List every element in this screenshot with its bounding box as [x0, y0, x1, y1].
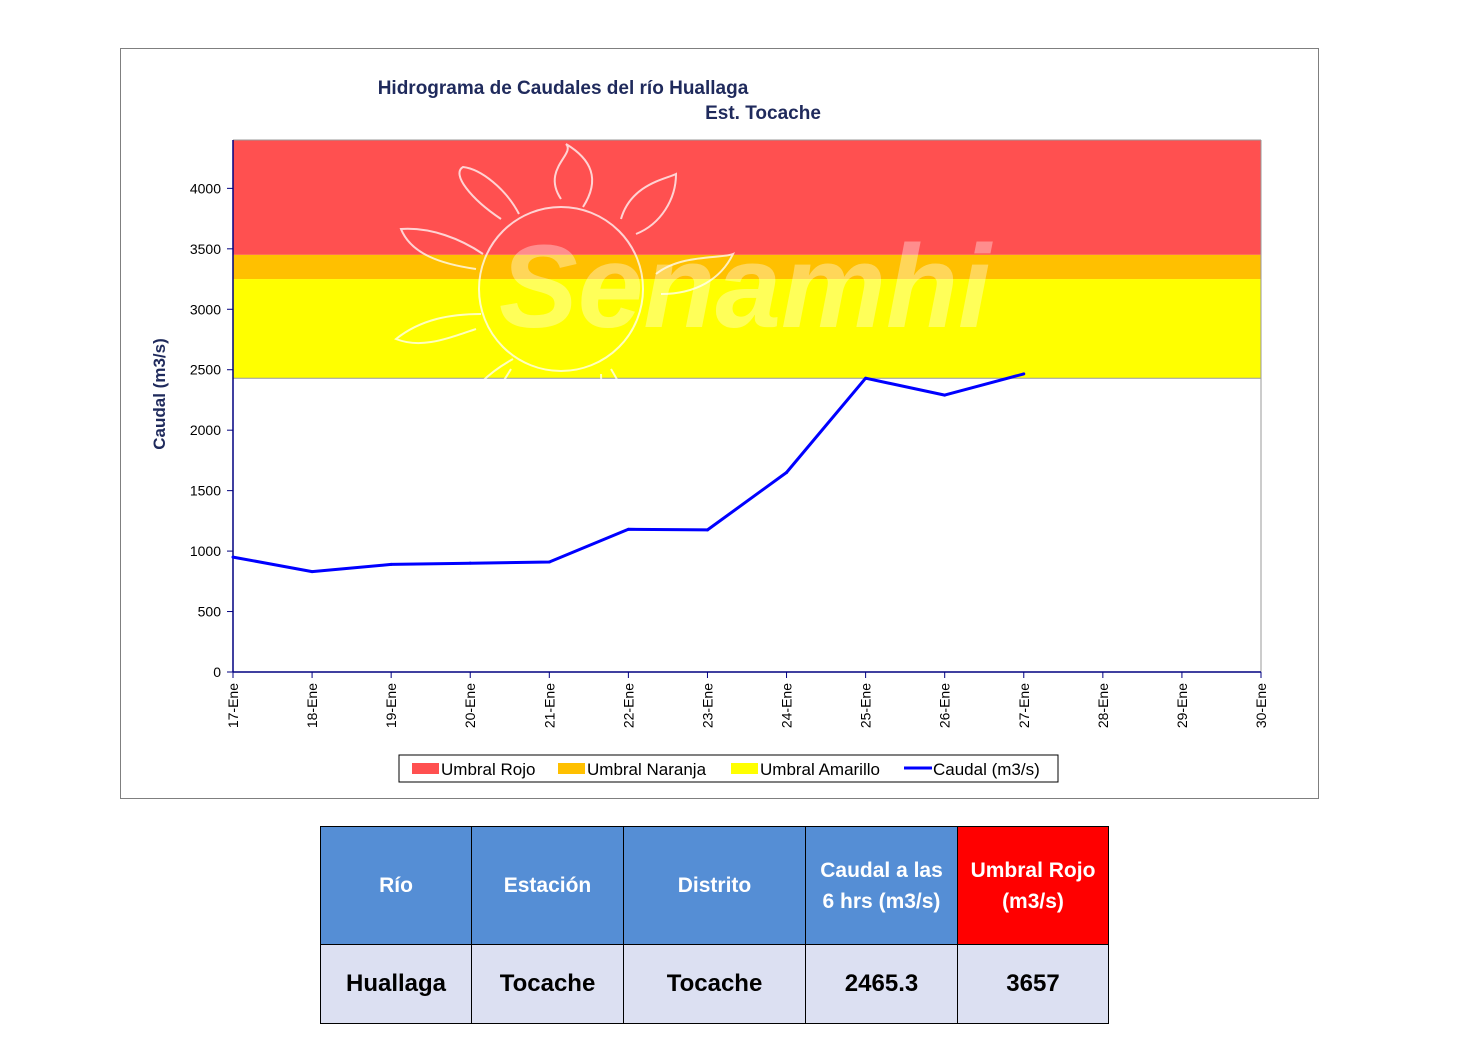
x-tick-label: 28-Ene — [1095, 683, 1111, 728]
x-tick-label: 20-Ene — [462, 683, 478, 728]
y-tick-label: 3500 — [190, 241, 221, 257]
y-tick-label: 1000 — [190, 543, 221, 559]
y-tick-label: 0 — [213, 664, 221, 680]
y-axis-label: Caudal (m3/s) — [150, 338, 169, 449]
x-tick-label: 17-Ene — [225, 683, 241, 728]
legend-swatch-umbral-rojo — [412, 763, 439, 774]
y-tick-label: 2000 — [190, 422, 221, 438]
data-point — [626, 527, 630, 531]
data-point — [310, 570, 314, 574]
chart-frame: Hidrograma de Caudales del río Huallaga … — [120, 48, 1319, 799]
band-umbral-naranja — [233, 254, 1261, 280]
senamhi-watermark: Senamhi — [394, 143, 993, 436]
x-tick-label: 22-Ene — [620, 683, 636, 728]
data-point — [864, 376, 868, 380]
cell-caudal: 2465.3 — [805, 944, 958, 1024]
legend-label-umbral-naranja: Umbral Naranja — [587, 760, 707, 779]
y-tick-label: 2500 — [190, 362, 221, 378]
hydrograph-chart: Hidrograma de Caudales del río Huallaga … — [150, 78, 1269, 783]
chart-subtitle: Est. Tocache — [705, 103, 821, 124]
x-tick-label: 21-Ene — [541, 683, 557, 728]
data-point — [943, 393, 947, 397]
table-header-row: Río Estación Distrito Caudal a las 6 hrs… — [320, 826, 1109, 945]
y-tick-label: 4000 — [190, 180, 221, 196]
y-tick-label: 500 — [198, 604, 222, 620]
x-tick-label: 18-Ene — [304, 683, 320, 728]
threshold-bands — [233, 139, 1262, 672]
header-rio: Río — [320, 826, 472, 945]
header-distrito: Distrito — [623, 826, 806, 945]
header-caudal: Caudal a las 6 hrs (m3/s) — [805, 826, 958, 945]
series — [231, 372, 1026, 574]
header-umbral-rojo: Umbral Rojo (m3/s) — [957, 826, 1109, 945]
legend-swatch-umbral-amarillo — [731, 763, 758, 774]
header-estacion: Estación — [471, 826, 624, 945]
cell-estacion: Tocache — [471, 944, 624, 1024]
station-info-table: Río Estación Distrito Caudal a las 6 hrs… — [320, 826, 1109, 1024]
legend: Umbral Rojo Umbral Naranja Umbral Amaril… — [398, 754, 1059, 783]
x-tick-label: 23-Ene — [699, 683, 715, 728]
table-row: Huallaga Tocache Tocache 2465.3 3657 — [320, 944, 1109, 1024]
cell-umbral-rojo: 3657 — [957, 944, 1109, 1024]
axes: 0 500 1000 1500 2000 2500 3000 3500 4000 17-Ene 18… — [190, 140, 1269, 728]
watermark-text: Senamhi — [499, 221, 993, 353]
x-tick-label: 25-Ene — [858, 683, 874, 728]
legend-label-umbral-rojo: Umbral Rojo — [441, 760, 535, 779]
data-point — [547, 560, 551, 564]
data-point — [705, 528, 709, 532]
x-tick-label: 26-Ene — [937, 683, 953, 728]
legend-swatch-umbral-naranja — [558, 763, 585, 774]
cell-distrito: Tocache — [623, 944, 806, 1024]
y-tick-label: 3000 — [190, 301, 221, 317]
data-point — [389, 562, 393, 566]
x-tick-label: 30-Ene — [1253, 683, 1269, 728]
x-tick-label: 24-Ene — [779, 683, 795, 728]
band-umbral-amarillo — [233, 279, 1261, 379]
legend-box — [398, 754, 1059, 783]
data-point — [1022, 372, 1026, 376]
x-tick-label: 27-Ene — [1016, 683, 1032, 728]
x-tick-label: 19-Ene — [383, 683, 399, 728]
cell-rio: Huallaga — [320, 944, 472, 1024]
legend-label-umbral-amarillo: Umbral Amarillo — [760, 760, 880, 779]
legend-label-caudal: Caudal (m3/s) — [933, 760, 1040, 779]
data-point — [231, 555, 235, 559]
data-point — [785, 471, 789, 474]
data-point — [468, 561, 472, 565]
x-tick-label: 29-Ene — [1174, 683, 1190, 728]
y-tick-label: 1500 — [190, 483, 221, 499]
chart-title: Hidrograma de Caudales del río Huallaga — [378, 78, 749, 99]
